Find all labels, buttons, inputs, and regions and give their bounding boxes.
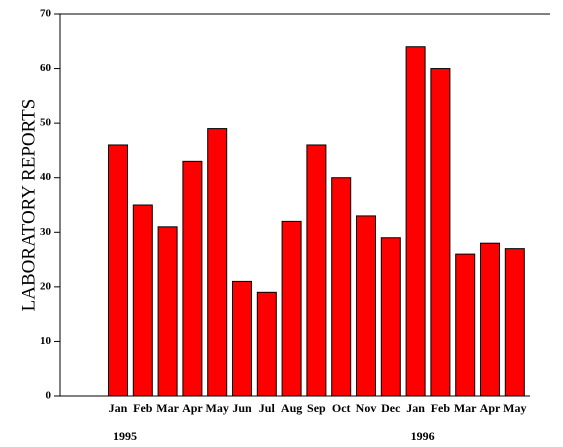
y-tick-label: 20: [40, 280, 52, 292]
x-tick-label: Apr: [480, 401, 501, 415]
x-tick-label: Aug: [281, 401, 302, 415]
bar: [256, 291, 277, 397]
y-tick-label: 50: [40, 117, 52, 129]
bar: [306, 144, 327, 397]
bar: [480, 242, 500, 397]
bar: [132, 204, 153, 397]
bar: [455, 253, 476, 397]
y-axis-label: LABORATORY REPORTS: [18, 99, 39, 312]
y-tick-label: 40: [40, 171, 52, 183]
bar: [157, 226, 178, 397]
bar: [108, 144, 128, 397]
bar: [405, 46, 426, 397]
x-tick-label: Mar: [156, 401, 179, 415]
y-tick-label: 10: [40, 335, 52, 347]
x-tick-label: Oct: [332, 401, 351, 415]
x-tick-label: Sep: [307, 401, 326, 415]
x-tick-label: Jun: [232, 401, 252, 415]
bar: [207, 128, 228, 397]
x-tick-label: May: [503, 401, 526, 415]
bar: [281, 220, 302, 397]
bar: [182, 160, 203, 397]
bar: [380, 237, 401, 397]
year-label: 1996: [411, 429, 435, 443]
x-tick-label: Jan: [109, 401, 128, 415]
y-tick-label: 70: [40, 8, 52, 20]
x-tick-label: Jan: [406, 401, 425, 415]
y-tick-label: 60: [40, 62, 52, 74]
x-tick-label: Feb: [431, 401, 451, 415]
bar: [331, 177, 352, 397]
bar: [504, 248, 525, 397]
x-tick-label: Jul: [259, 401, 276, 415]
x-tick-label: Nov: [356, 401, 377, 415]
x-tick-label: Apr: [182, 401, 203, 415]
x-tick-label: May: [206, 401, 229, 415]
y-tick-label: 0: [46, 390, 52, 402]
x-tick-label: Mar: [454, 401, 477, 415]
x-tick-label: Feb: [133, 401, 153, 415]
year-label: 1995: [113, 429, 137, 443]
bar: [356, 215, 376, 397]
x-tick-label: Dec: [381, 401, 401, 415]
bar: [232, 280, 252, 397]
bar: [430, 68, 451, 397]
y-tick-label: 30: [40, 226, 52, 238]
